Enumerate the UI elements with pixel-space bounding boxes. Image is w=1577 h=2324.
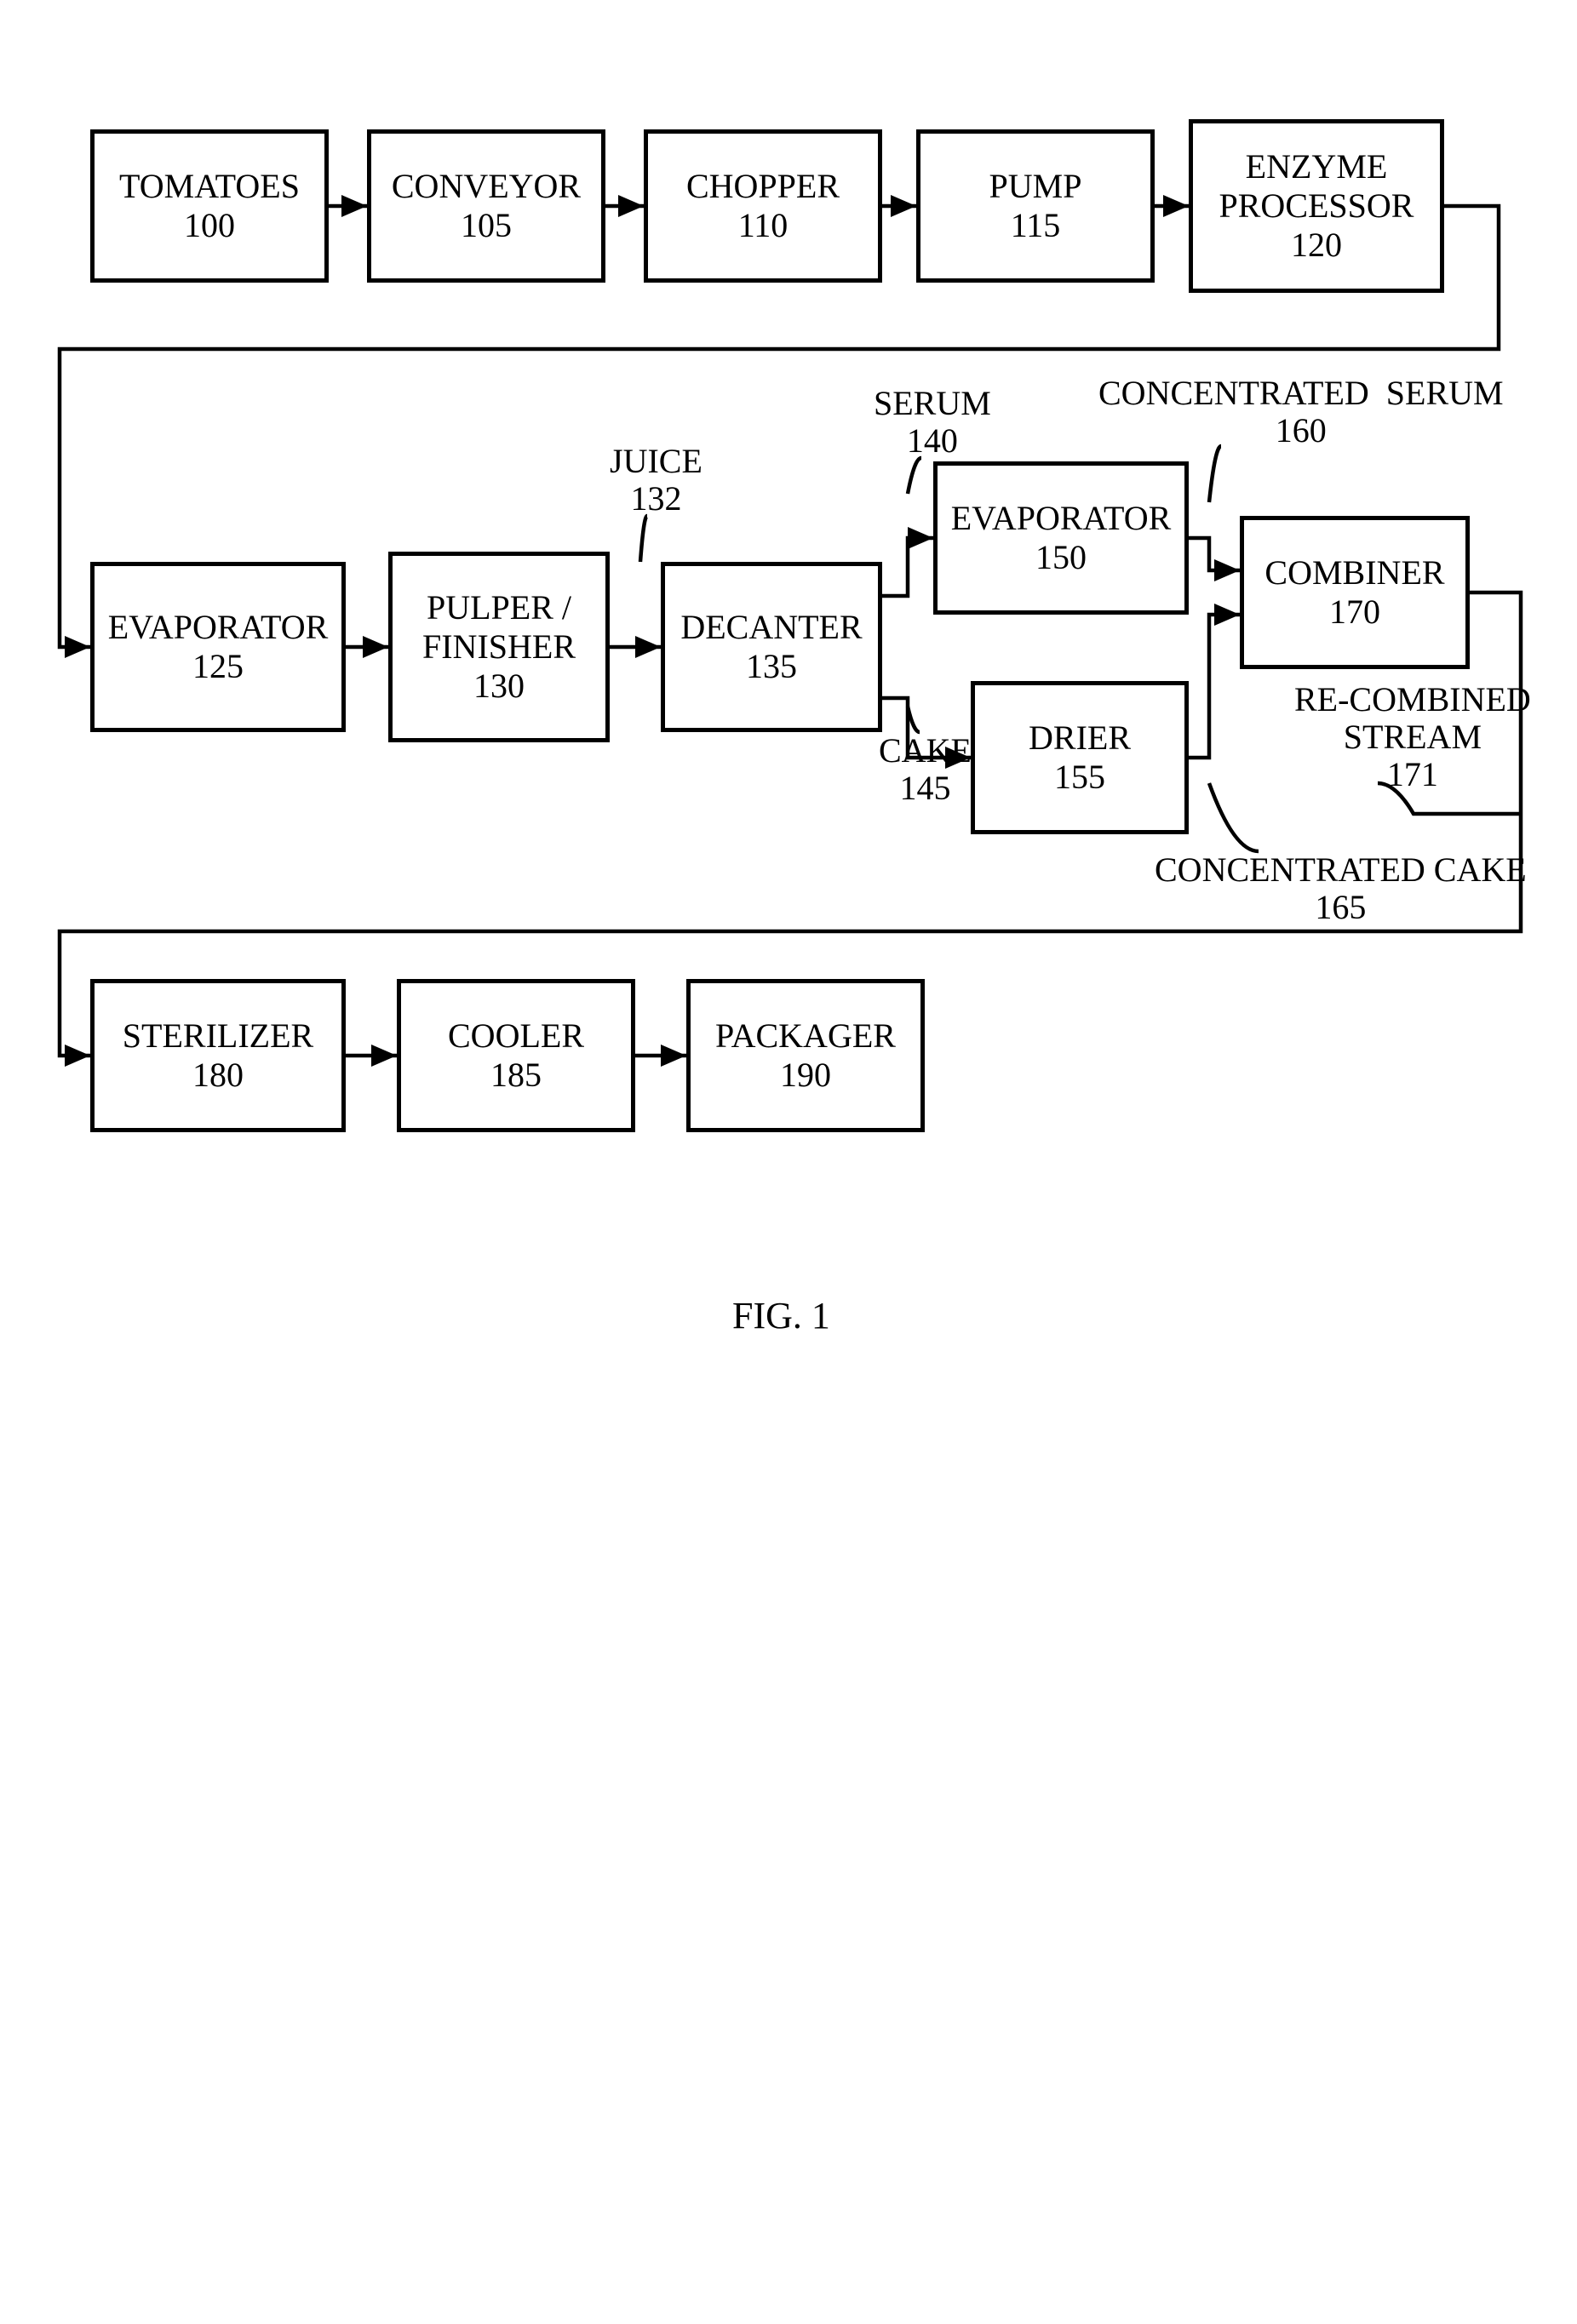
figure-label: FIG. 1 xyxy=(732,1294,830,1337)
label-recomb_stream: RE-COMBINED STREAM 171 xyxy=(1294,681,1531,793)
node-label: STERILIZER xyxy=(123,1016,313,1056)
node-number: 125 xyxy=(192,647,244,686)
node-cooler: COOLER185 xyxy=(397,979,635,1132)
node-number: 105 xyxy=(461,206,512,245)
node-number: 180 xyxy=(192,1056,244,1095)
node-number: 130 xyxy=(473,667,525,706)
node-number: 135 xyxy=(746,647,797,686)
node-label: CONVEYOR xyxy=(392,167,581,206)
node-label: DECANTER xyxy=(680,608,862,647)
node-label: COMBINER xyxy=(1264,553,1444,592)
node-evap1: EVAPORATOR125 xyxy=(90,562,346,732)
node-label: EVAPORATOR xyxy=(108,608,329,647)
label-conc_cake: CONCENTRATED CAKE 165 xyxy=(1155,851,1527,926)
node-number: 110 xyxy=(738,206,788,245)
node-label: TOMATOES xyxy=(119,167,300,206)
label-serum: SERUM 140 xyxy=(874,385,991,460)
node-label: ENZYME PROCESSOR xyxy=(1219,147,1414,226)
node-packager: PACKAGER190 xyxy=(686,979,925,1132)
node-label: PACKAGER xyxy=(715,1016,896,1056)
node-label: EVAPORATOR xyxy=(951,499,1172,538)
node-number: 150 xyxy=(1035,538,1087,577)
callout-serum-leader xyxy=(908,458,921,494)
connector-layer xyxy=(0,0,1577,2324)
label-conc_serum: CONCENTRATED SERUM 160 xyxy=(1098,375,1504,449)
node-number: 115 xyxy=(1011,206,1061,245)
node-number: 155 xyxy=(1054,758,1105,797)
node-label: PULPER / FINISHER xyxy=(422,588,576,667)
node-drier: DRIER155 xyxy=(971,681,1189,834)
node-sterilizer: STERILIZER180 xyxy=(90,979,346,1132)
node-tomatoes: TOMATOES100 xyxy=(90,129,329,283)
node-chopper: CHOPPER110 xyxy=(644,129,882,283)
node-number: 190 xyxy=(780,1056,831,1095)
arrow-decanter-to-evap2 xyxy=(882,538,933,596)
node-number: 100 xyxy=(184,206,235,245)
callout-conc-cake-leader xyxy=(1209,783,1259,851)
label-juice: JUICE 132 xyxy=(610,443,702,518)
arrow-drier-to-combiner xyxy=(1189,615,1240,758)
node-pump: PUMP115 xyxy=(916,129,1155,283)
callout-cake-leader xyxy=(908,707,920,732)
node-enzyme: ENZYME PROCESSOR120 xyxy=(1189,119,1444,293)
node-label: COOLER xyxy=(448,1016,584,1056)
node-conveyor: CONVEYOR105 xyxy=(367,129,605,283)
node-combiner: COMBINER170 xyxy=(1240,516,1470,669)
node-pulper: PULPER / FINISHER130 xyxy=(388,552,610,742)
node-number: 120 xyxy=(1291,226,1342,265)
arrow-evap2-to-combiner xyxy=(1189,538,1240,570)
node-decanter: DECANTER135 xyxy=(661,562,882,732)
node-label: DRIER xyxy=(1029,718,1131,758)
node-label: CHOPPER xyxy=(686,167,840,206)
node-number: 170 xyxy=(1329,592,1380,632)
node-evap2: EVAPORATOR150 xyxy=(933,461,1189,615)
node-number: 185 xyxy=(490,1056,542,1095)
callout-juice-leader xyxy=(640,516,647,562)
label-cake: CAKE 145 xyxy=(879,732,972,807)
callout-conc-serum-leader xyxy=(1209,446,1221,502)
node-label: PUMP xyxy=(989,167,1082,206)
